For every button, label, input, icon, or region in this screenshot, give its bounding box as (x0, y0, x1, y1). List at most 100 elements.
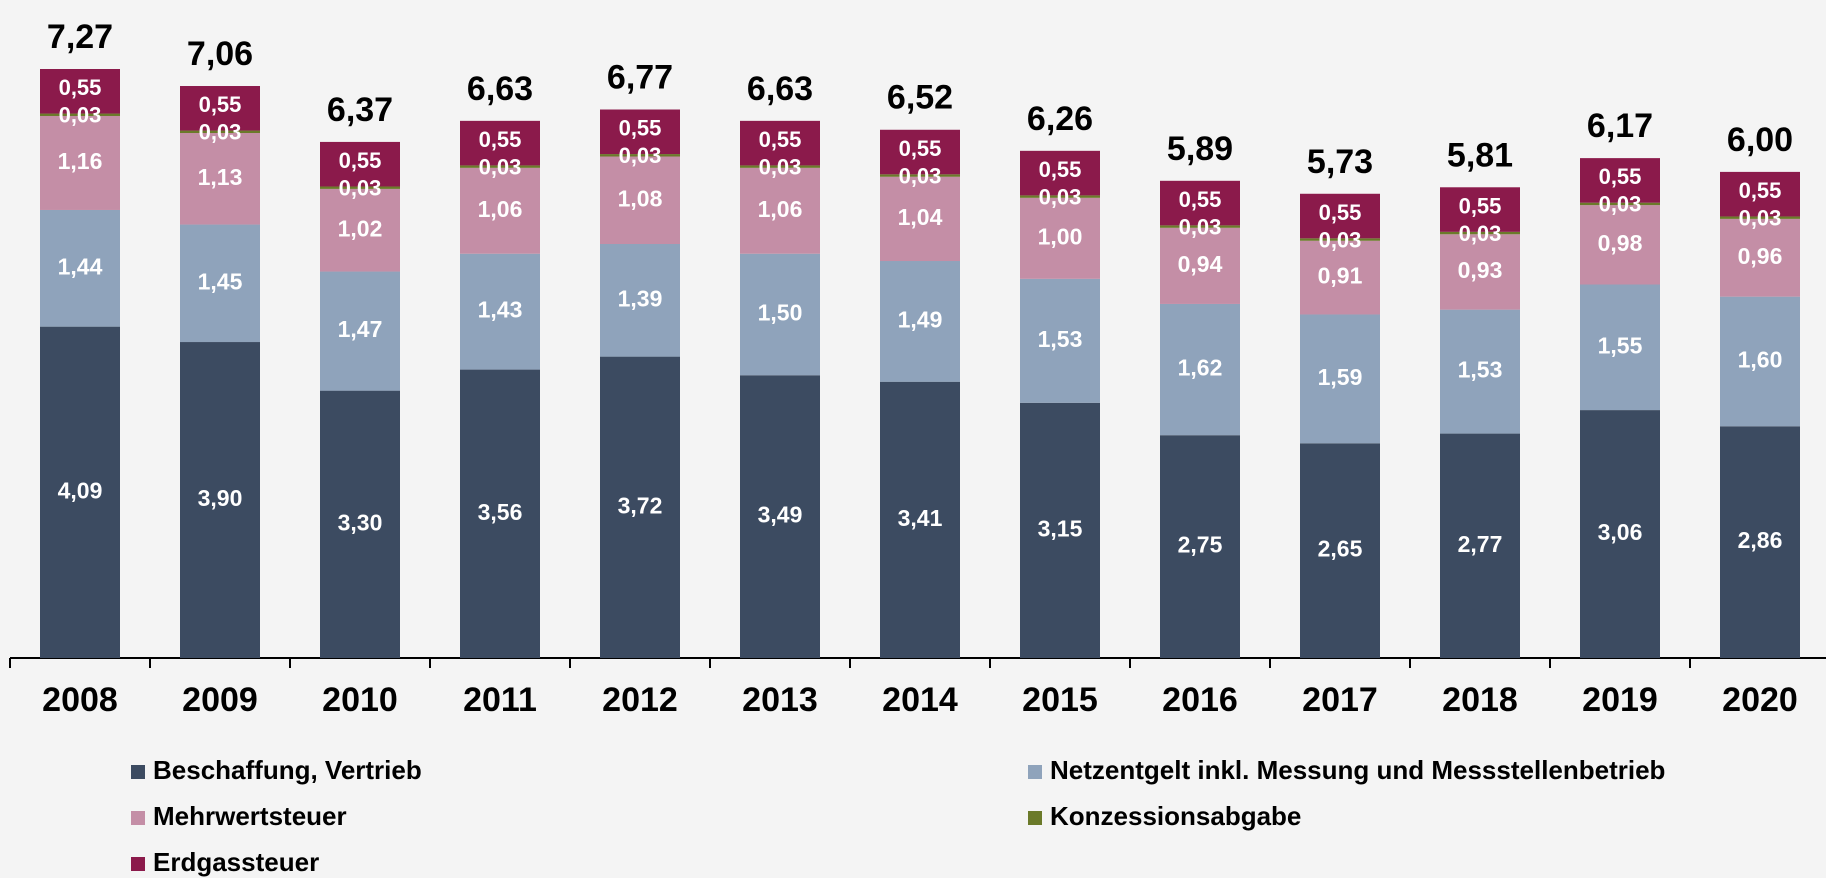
bar-segment (180, 342, 260, 658)
bar-segment (740, 253, 820, 376)
bar-segment (320, 390, 400, 658)
bar-segment (1720, 296, 1800, 427)
bar-segment (320, 141, 400, 187)
value-label: 1,04 (898, 204, 943, 230)
value-label: 3,49 (758, 502, 803, 528)
value-label: 0,55 (1319, 200, 1362, 225)
bar-segment (1580, 284, 1660, 411)
total-label: 7,27 (47, 18, 113, 56)
bar-segment (1020, 402, 1100, 658)
bar-segment (740, 165, 820, 168)
total-label: 6,00 (1727, 121, 1793, 159)
x-tick-label: 2013 (742, 681, 818, 719)
x-tick-label: 2014 (882, 681, 958, 719)
bar-segment (1300, 238, 1380, 241)
value-label: 0,03 (479, 154, 522, 179)
value-label: 0,03 (1039, 184, 1082, 209)
total-label: 6,17 (1587, 107, 1653, 145)
value-label: 1,59 (1318, 364, 1363, 390)
value-label: 1,60 (1738, 347, 1783, 373)
legend-label: Beschaffung, Vertrieb (153, 755, 422, 785)
bar-segment (40, 115, 120, 210)
legend-marker (131, 857, 145, 871)
x-tick-label: 2012 (602, 681, 678, 719)
bar-segment (180, 86, 260, 131)
bar-segment (600, 243, 680, 357)
value-label: 0,94 (1178, 251, 1223, 277)
x-tick-label: 2018 (1442, 681, 1518, 719)
value-label: 0,55 (1459, 193, 1502, 218)
bar-segment (1580, 205, 1660, 285)
value-label: 1,53 (1458, 357, 1503, 383)
bar-segment (1580, 158, 1660, 203)
value-label: 0,55 (1599, 164, 1642, 189)
bar-segment (1720, 426, 1800, 658)
value-label: 1,49 (898, 306, 943, 332)
value-label: 0,03 (1739, 205, 1782, 230)
bar-segment (1020, 195, 1100, 198)
bar-segment (1160, 303, 1240, 436)
bar-segment (460, 253, 540, 370)
value-label: 1,47 (338, 316, 383, 342)
value-label: 0,96 (1738, 243, 1783, 269)
bar-segment (180, 224, 260, 343)
value-label: 3,15 (1038, 515, 1083, 541)
bar-segment (740, 167, 820, 254)
total-label: 6,26 (1027, 100, 1093, 138)
bar-segment (460, 167, 540, 254)
value-label: 0,03 (759, 154, 802, 179)
value-label: 3,41 (898, 505, 943, 531)
total-label: 5,89 (1167, 130, 1233, 168)
value-label: 0,55 (1179, 187, 1222, 212)
total-label: 7,06 (187, 35, 253, 73)
value-label: 1,45 (198, 268, 243, 294)
bar-segment (1580, 202, 1660, 206)
legend-marker (131, 765, 145, 779)
legend-label: Konzessionsabgabe (1050, 801, 1301, 831)
bar-segment (1160, 225, 1240, 228)
bar-segment (1440, 231, 1520, 235)
bar-segment (1720, 218, 1800, 297)
legend-marker (1028, 765, 1042, 779)
total-label: 6,52 (887, 79, 953, 117)
value-label: 0,55 (1739, 178, 1782, 203)
bar-segment (600, 109, 680, 155)
bar-segment (320, 186, 400, 189)
value-label: 0,55 (1039, 157, 1082, 182)
bar-segment (740, 120, 820, 166)
bar-segment (1020, 197, 1100, 279)
value-label: 3,56 (478, 499, 523, 525)
value-label: 2,77 (1458, 531, 1503, 557)
bar-segment (600, 156, 680, 244)
legend-label: Erdgassteuer (153, 847, 319, 877)
bar-segment (1440, 234, 1520, 310)
legend-label: Netzentgelt inkl. Messung und Messstelle… (1050, 755, 1665, 785)
value-label: 2,75 (1178, 532, 1223, 558)
value-label: 3,06 (1598, 519, 1643, 545)
value-label: 0,03 (899, 163, 942, 188)
value-label: 0,03 (1319, 227, 1362, 252)
value-label: 0,03 (339, 176, 382, 201)
bar-segment (1300, 314, 1380, 444)
value-label: 2,86 (1738, 527, 1783, 553)
x-tick-label: 2020 (1722, 681, 1798, 719)
bar-segment (1020, 150, 1100, 196)
total-label: 6,37 (327, 91, 393, 129)
value-label: 0,55 (59, 75, 102, 100)
bar-segment (880, 174, 960, 177)
bar-segment (1440, 187, 1520, 232)
x-tick-label: 2016 (1162, 681, 1238, 719)
bar-segment (460, 369, 540, 658)
bar-segment (1300, 193, 1380, 239)
value-label: 3,90 (198, 485, 243, 511)
total-label: 6,63 (467, 70, 533, 108)
legend-marker (131, 811, 145, 825)
x-tick-label: 2008 (42, 681, 118, 719)
value-label: 0,03 (619, 143, 662, 168)
bar-segment (740, 375, 820, 658)
value-label: 1,39 (618, 285, 663, 311)
bar-segment (460, 120, 540, 166)
bar-segment (1160, 180, 1240, 226)
bar-segment (320, 271, 400, 391)
